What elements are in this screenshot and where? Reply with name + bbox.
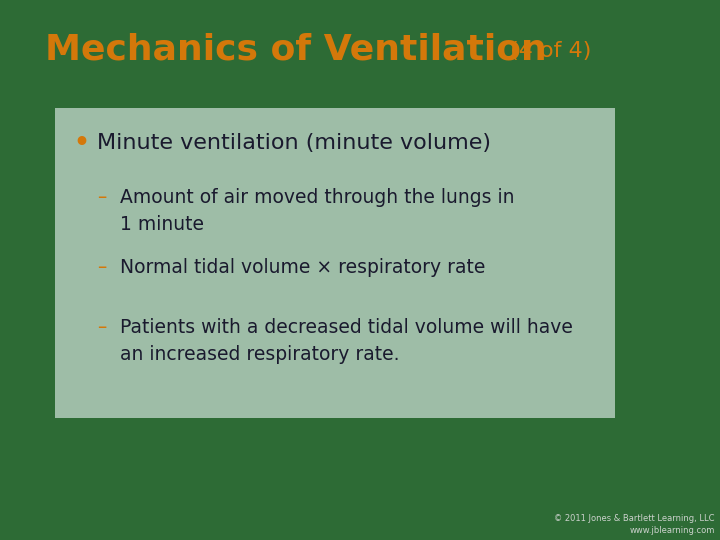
Text: (4 of 4): (4 of 4) — [503, 41, 591, 61]
FancyBboxPatch shape — [55, 108, 615, 418]
Text: –: – — [97, 318, 107, 337]
Text: Amount of air moved through the lungs in
1 minute: Amount of air moved through the lungs in… — [120, 188, 515, 233]
Text: •: • — [73, 131, 89, 155]
Text: –: – — [97, 188, 107, 207]
Text: –: – — [97, 258, 107, 277]
Text: Mechanics of Ventilation: Mechanics of Ventilation — [45, 33, 546, 67]
Text: Minute ventilation (minute volume): Minute ventilation (minute volume) — [97, 133, 491, 153]
Text: © 2011 Jones & Bartlett Learning, LLC
www.jblearning.com: © 2011 Jones & Bartlett Learning, LLC ww… — [554, 514, 715, 535]
Text: Normal tidal volume × respiratory rate: Normal tidal volume × respiratory rate — [120, 258, 485, 277]
Text: Patients with a decreased tidal volume will have
an increased respiratory rate.: Patients with a decreased tidal volume w… — [120, 318, 573, 363]
